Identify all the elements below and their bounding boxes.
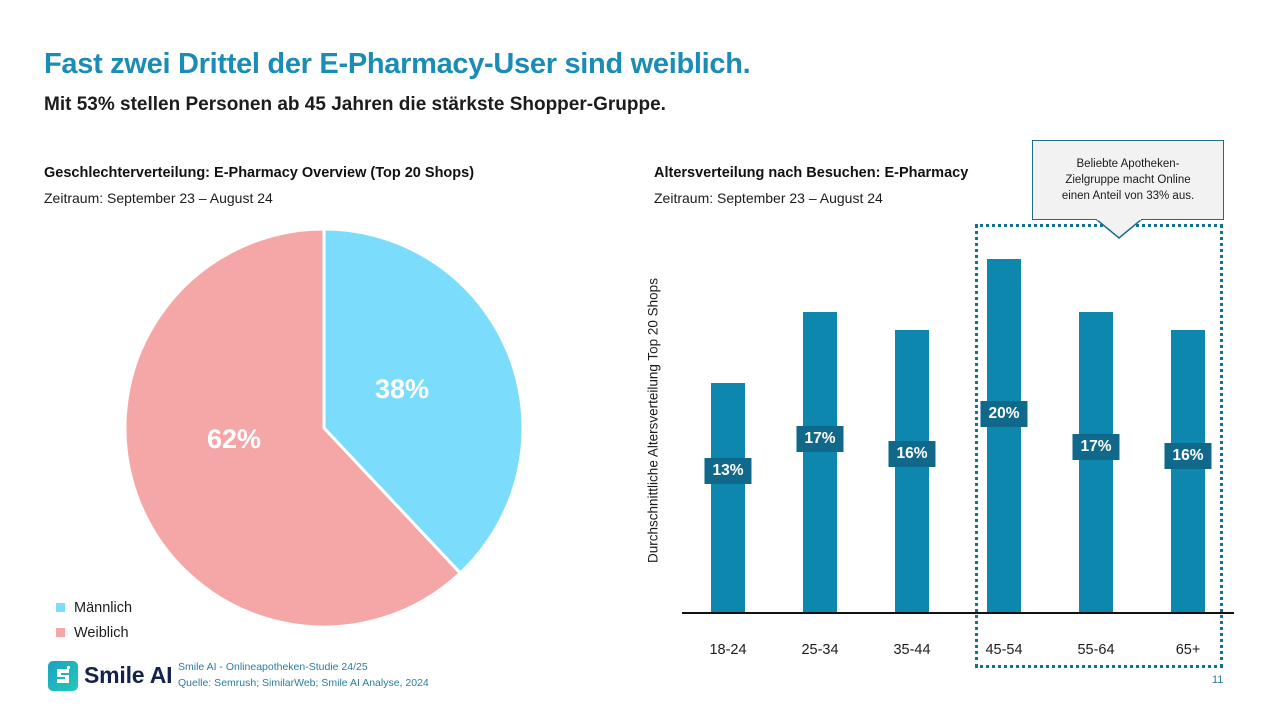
- bar-x-label-45-54: 45-54: [985, 642, 1023, 658]
- legend-item-weiblich[interactable]: Weiblich: [56, 620, 132, 645]
- bar-column-25-34: 17%: [774, 224, 866, 612]
- legend-swatch-weiblich: [56, 628, 65, 637]
- page-number: 11: [1212, 674, 1224, 686]
- bar-value-label-45-54: 20%: [980, 400, 1028, 427]
- bar-value-label-25-34: 17%: [796, 425, 844, 452]
- legend-label-weiblich: Weiblich: [74, 624, 129, 641]
- smile-ai-logo-icon: [48, 661, 78, 691]
- pie-slice-label-weiblich: 62%: [207, 424, 261, 454]
- bar-value-label-55-64: 17%: [1072, 433, 1120, 460]
- bar-column-55-64: 17%: [1050, 224, 1142, 612]
- bar-value-label-18-24: 13%: [704, 457, 752, 484]
- bar-chart-plot-area: 13% 17% 16% 20% 17% 16%: [682, 224, 1234, 612]
- bar-chart-x-axis-line: [682, 612, 1234, 614]
- legend-label-maennlich: Männlich: [74, 599, 133, 616]
- bar-chart-period: Zeitraum: September 23 – August 24: [654, 190, 883, 206]
- bar-x-label-55-64: 55-64: [1077, 642, 1115, 658]
- bar-x-label-18-24: 18-24: [709, 642, 747, 658]
- pie-chart: 38% 62%: [124, 228, 524, 628]
- bar-column-18-24: 13%: [682, 224, 774, 612]
- bar-value-label-65+: 16%: [1164, 442, 1212, 469]
- pie-slice-label-maennlich: 38%: [375, 374, 429, 404]
- bar-chart: Durchschnittliche Altersverteilung Top 2…: [646, 224, 1234, 658]
- bar-chart-y-axis-label: Durchschnittliche Altersverteilung Top 2…: [645, 278, 661, 563]
- bar-chart-title: Altersverteilung nach Besuchen: E-Pharma…: [654, 165, 969, 181]
- bar-x-label-65+: 65+: [1175, 642, 1201, 658]
- pie-chart-svg: 38% 62%: [124, 228, 524, 628]
- brand-name: Smile AI: [84, 662, 173, 688]
- bar-65+[interactable]: [1171, 329, 1205, 612]
- bar-55-64[interactable]: [1079, 312, 1113, 612]
- page-title: Fast zwei Drittel der E-Pharmacy-User si…: [44, 48, 751, 80]
- bar-x-label-35-44: 35-44: [893, 642, 931, 658]
- bar-45-54[interactable]: [987, 259, 1021, 612]
- callout-pointer-icon: [1096, 219, 1142, 239]
- page-subtitle: Mit 53% stellen Personen ab 45 Jahren di…: [44, 94, 666, 115]
- bar-column-65+: 16%: [1142, 224, 1234, 612]
- logo-glyph-icon: [57, 665, 71, 683]
- bar-value-label-35-44: 16%: [888, 440, 936, 467]
- source-note: Smile AI - Onlineapotheken-Studie 24/25 …: [178, 661, 429, 689]
- legend-swatch-maennlich: [56, 603, 65, 612]
- callout-box: Beliebte Apotheken- Zielgruppe macht Onl…: [1032, 140, 1224, 220]
- bar-chart-x-axis-labels: 18-24 25-34 35-44 45-54 55-64 65+: [682, 620, 1234, 658]
- bar-column-35-44: 16%: [866, 224, 958, 612]
- pie-slices: [124, 228, 524, 628]
- bar-25-34[interactable]: [803, 312, 837, 612]
- bar-35-44[interactable]: [895, 329, 929, 612]
- bar-column-45-54: 20%: [958, 224, 1050, 612]
- pie-slice-männlich[interactable]: [322, 228, 524, 576]
- bar-x-label-25-34: 25-34: [801, 642, 839, 658]
- pie-chart-title: Geschlechterverteilung: E-Pharmacy Overv…: [44, 165, 475, 181]
- legend-item-maennlich[interactable]: Männlich: [56, 595, 132, 620]
- bar-18-24[interactable]: [711, 382, 745, 612]
- pie-slice-weiblich[interactable]: [124, 228, 463, 628]
- callout-text: Beliebte Apotheken- Zielgruppe macht Onl…: [1061, 157, 1195, 203]
- pie-chart-period: Zeitraum: September 23 – August 24: [44, 190, 273, 206]
- pie-legend: Männlich Weiblich: [56, 595, 132, 645]
